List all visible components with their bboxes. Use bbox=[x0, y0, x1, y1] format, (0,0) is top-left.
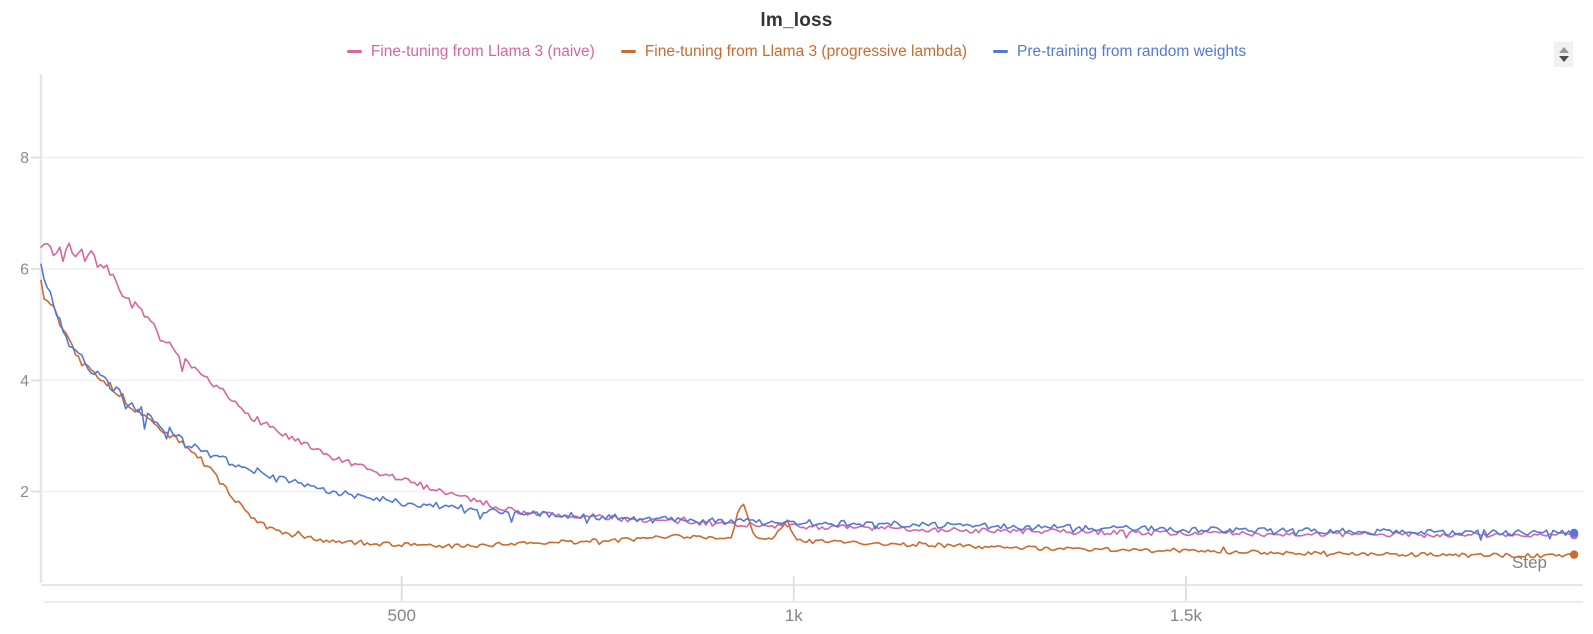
x-tick-label: 500 bbox=[388, 606, 416, 625]
y-tick-label: 2 bbox=[20, 484, 29, 501]
legend-label: Pre-training from random weights bbox=[1017, 43, 1247, 60]
legend: Fine-tuning from Llama 3 (naive) Fine-tu… bbox=[0, 44, 1593, 60]
x-axis-label: Step bbox=[1512, 553, 1547, 572]
chart-title: lm_loss bbox=[760, 10, 833, 31]
series-end-dot bbox=[1569, 528, 1579, 538]
series-line bbox=[40, 279, 1575, 559]
legend-item-progressive-lambda[interactable]: Fine-tuning from Llama 3 (progressive la… bbox=[620, 43, 968, 60]
legend-item-naive[interactable]: Fine-tuning from Llama 3 (naive) bbox=[346, 43, 595, 60]
legend-line-swatch bbox=[620, 50, 636, 54]
series-end-dot bbox=[1569, 550, 1579, 559]
legend-line-swatch bbox=[993, 50, 1009, 54]
legend-label: Fine-tuning from Llama 3 (naive) bbox=[370, 43, 595, 60]
legend-item-pretraining[interactable]: Pre-training from random weights bbox=[993, 44, 1246, 60]
chevron-up-icon bbox=[1558, 47, 1569, 53]
series-line bbox=[40, 242, 1575, 539]
x-tick-label: 1.5k bbox=[1170, 606, 1203, 625]
x-tick-label: 1k bbox=[785, 606, 803, 625]
legend-label: Fine-tuning from Llama 3 (progressive la… bbox=[644, 43, 968, 60]
y-tick-label: 6 bbox=[20, 261, 29, 278]
legend-line-swatch bbox=[346, 50, 362, 54]
scroll-stepper[interactable] bbox=[1554, 42, 1573, 67]
series-line bbox=[40, 263, 1575, 541]
y-tick-label: 8 bbox=[20, 150, 29, 167]
y-tick-label: 4 bbox=[20, 373, 29, 390]
chevron-down-icon bbox=[1558, 56, 1569, 62]
